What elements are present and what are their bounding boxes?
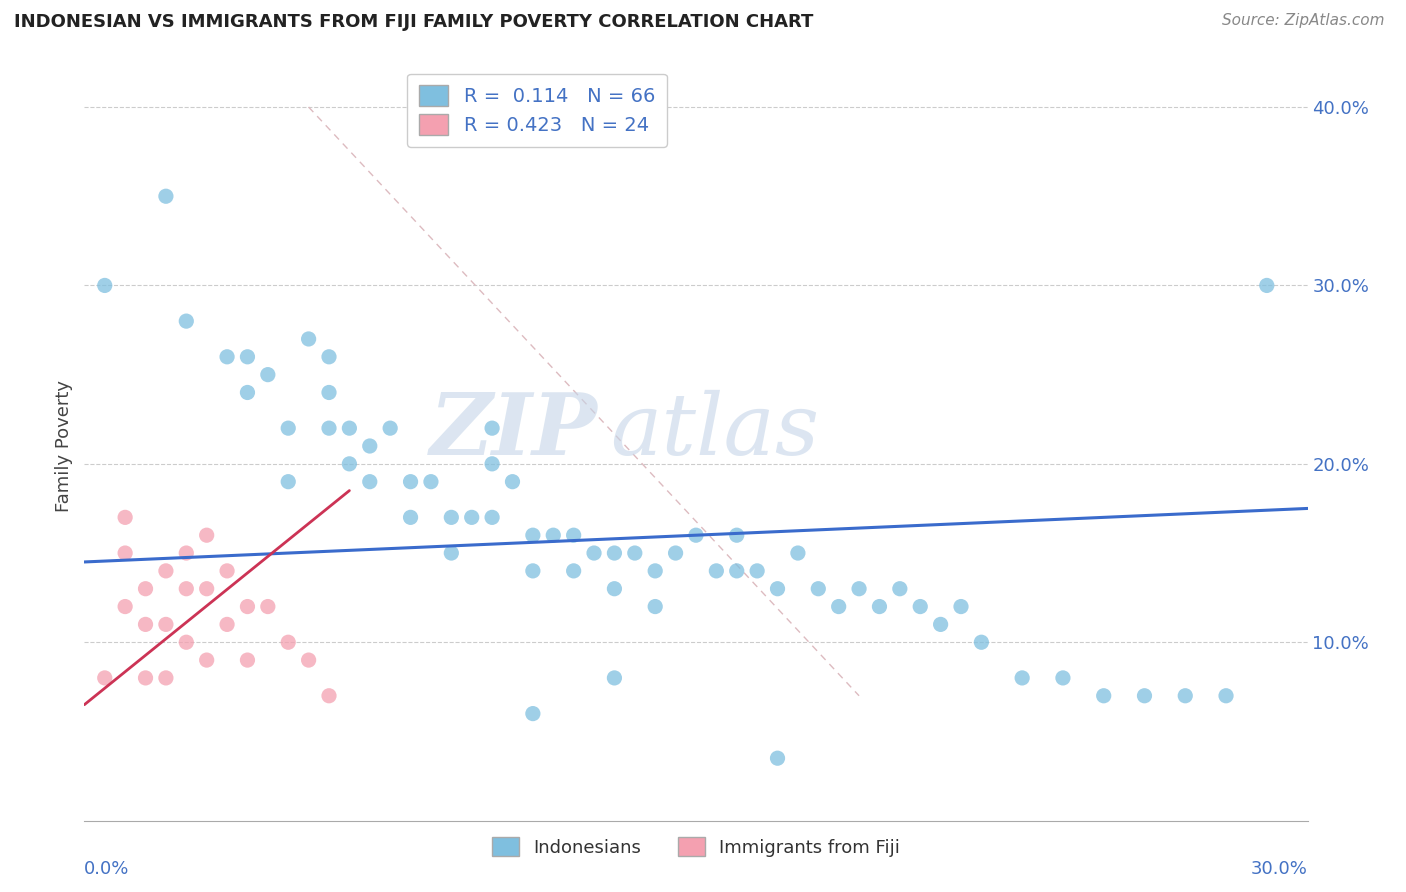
Point — [828, 599, 851, 614]
Point — [583, 546, 606, 560]
Point — [440, 510, 463, 524]
Point — [665, 546, 688, 560]
Point — [318, 385, 340, 400]
Text: Source: ZipAtlas.com: Source: ZipAtlas.com — [1222, 13, 1385, 29]
Point — [298, 653, 321, 667]
Point — [380, 421, 402, 435]
Point — [217, 350, 239, 364]
Point — [522, 564, 544, 578]
Point — [1133, 689, 1156, 703]
Text: INDONESIAN VS IMMIGRANTS FROM FIJI FAMILY POVERTY CORRELATION CHART: INDONESIAN VS IMMIGRANTS FROM FIJI FAMIL… — [14, 13, 814, 31]
Point — [399, 510, 422, 524]
Point — [766, 582, 789, 596]
Point — [236, 653, 259, 667]
Point — [277, 635, 299, 649]
Point — [1174, 689, 1197, 703]
Point — [195, 653, 218, 667]
Point — [685, 528, 707, 542]
Point — [1215, 689, 1237, 703]
Point — [461, 510, 484, 524]
Point — [339, 421, 361, 435]
Point — [155, 617, 177, 632]
Point — [339, 457, 361, 471]
Point — [1092, 689, 1115, 703]
Point — [217, 617, 239, 632]
Point — [502, 475, 524, 489]
Text: 0.0%: 0.0% — [84, 860, 129, 878]
Point — [644, 599, 666, 614]
Point — [644, 564, 666, 578]
Point — [603, 546, 626, 560]
Point — [562, 528, 585, 542]
Point — [318, 689, 340, 703]
Point — [236, 599, 259, 614]
Point — [543, 528, 565, 542]
Point — [1011, 671, 1033, 685]
Point — [929, 617, 952, 632]
Point — [257, 599, 280, 614]
Point — [725, 528, 748, 542]
Point — [481, 457, 503, 471]
Point — [174, 314, 197, 328]
Point — [481, 421, 503, 435]
Point — [155, 564, 177, 578]
Point — [1256, 278, 1278, 293]
Text: atlas: atlas — [610, 390, 820, 473]
Point — [603, 582, 626, 596]
Point — [399, 475, 422, 489]
Point — [970, 635, 993, 649]
Point — [174, 582, 197, 596]
Point — [114, 510, 136, 524]
Text: ZIP: ZIP — [430, 389, 598, 473]
Point — [93, 671, 115, 685]
Point — [725, 564, 748, 578]
Point — [114, 599, 136, 614]
Point — [624, 546, 647, 560]
Point — [787, 546, 810, 560]
Point — [889, 582, 911, 596]
Point — [195, 582, 218, 596]
Point — [277, 475, 299, 489]
Point — [950, 599, 973, 614]
Point — [807, 582, 830, 596]
Point — [1052, 671, 1074, 685]
Text: 30.0%: 30.0% — [1251, 860, 1308, 878]
Legend: Indonesians, Immigrants from Fiji: Indonesians, Immigrants from Fiji — [485, 830, 907, 864]
Point — [522, 528, 544, 542]
Point — [217, 564, 239, 578]
Point — [706, 564, 728, 578]
Point — [420, 475, 443, 489]
Point — [93, 278, 115, 293]
Point — [277, 421, 299, 435]
Point — [236, 385, 259, 400]
Point — [298, 332, 321, 346]
Point — [869, 599, 891, 614]
Point — [562, 564, 585, 578]
Point — [155, 671, 177, 685]
Point — [910, 599, 932, 614]
Point — [257, 368, 280, 382]
Point — [155, 189, 177, 203]
Point — [195, 528, 218, 542]
Point — [481, 510, 503, 524]
Point — [848, 582, 870, 596]
Point — [135, 617, 157, 632]
Point — [359, 475, 381, 489]
Point — [135, 582, 157, 596]
Point — [747, 564, 769, 578]
Point — [359, 439, 381, 453]
Y-axis label: Family Poverty: Family Poverty — [55, 380, 73, 512]
Point — [174, 546, 197, 560]
Point — [318, 421, 340, 435]
Point — [522, 706, 544, 721]
Point — [174, 635, 197, 649]
Point — [603, 671, 626, 685]
Point — [318, 350, 340, 364]
Point — [440, 546, 463, 560]
Point — [135, 671, 157, 685]
Point — [766, 751, 789, 765]
Point — [236, 350, 259, 364]
Point — [114, 546, 136, 560]
